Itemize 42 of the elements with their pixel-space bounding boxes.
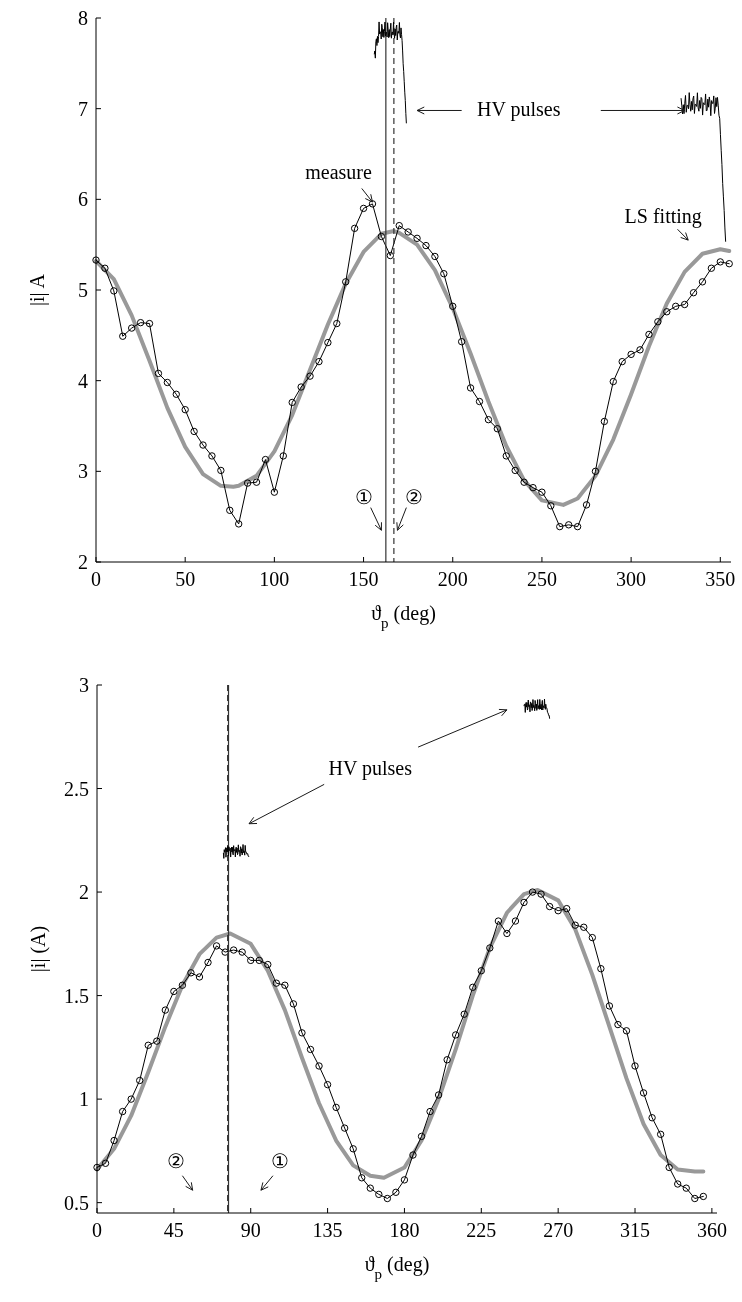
x-tick-label: 270 [543,1219,574,1241]
x-tick-label: 100 [259,568,290,590]
x-tick-label: 150 [348,568,379,590]
annotation: ② [404,485,423,508]
x-axis-title: ϑ$_{p}$ (deg) [364,1253,430,1282]
annotation: LS fitting [624,204,702,228]
x-tick-label: 200 [437,568,468,590]
x-tick-label: 0 [92,1219,102,1241]
x-tick-label: 250 [526,568,557,590]
x-tick-label: 135 [312,1219,343,1241]
annotation: ② [166,1150,185,1173]
y-tick-label: 8 [78,7,88,29]
y-tick-label: 3 [79,674,89,696]
annotation: ① [270,1150,289,1173]
x-tick-label: 225 [466,1219,497,1241]
x-tick-label: 350 [705,568,736,590]
annotation: HV pulses [328,756,413,780]
annotation: measure [305,161,373,184]
y-tick-label: 1 [79,1088,89,1111]
annotation: HV pulses [476,97,561,121]
y-tick-label: 7 [78,97,88,120]
y-tick-label: 2 [79,881,89,904]
x-axis-title: ϑ$_{p}$ (deg) [371,602,436,631]
y-tick-label: 4 [78,369,88,392]
y-axis-title: |i| A [26,273,49,306]
y-tick-label: 1.5 [64,984,89,1007]
y-tick-label: 2.5 [64,777,89,800]
x-tick-label: 45 [163,1219,184,1241]
x-tick-label: 180 [389,1219,420,1241]
y-tick-label: 3 [78,460,88,483]
x-tick-label: 360 [696,1219,727,1241]
y-tick-label: 6 [78,188,88,211]
y-axis-title: |i| (A) [27,925,50,973]
x-tick-label: 0 [91,568,101,590]
x-tick-label: 300 [616,568,647,590]
x-tick-label: 315 [620,1219,651,1241]
y-tick-label: 2 [78,551,88,573]
annotation: ① [354,485,373,508]
y-tick-label: 0.5 [64,1191,89,1214]
x-tick-label: 50 [175,568,196,590]
y-tick-label: 5 [78,279,88,301]
x-tick-label: 90 [240,1219,261,1241]
